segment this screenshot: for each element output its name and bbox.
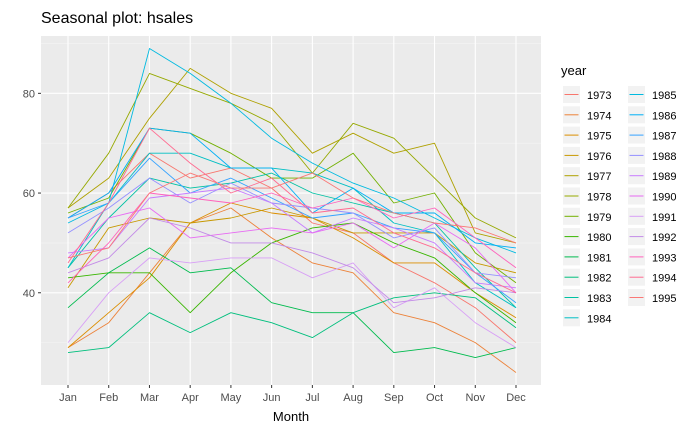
legend-item-1988: 1988 xyxy=(628,146,676,164)
series-line-1990 xyxy=(67,207,517,294)
y-tick-label: 80 xyxy=(23,88,35,100)
legend-item-1982: 1982 xyxy=(563,268,611,286)
legend-label: 1992 xyxy=(652,232,676,244)
legend-item-1976: 1976 xyxy=(563,146,611,164)
chart-title: Seasonal plot: hsales xyxy=(41,10,193,27)
x-tick-label: Nov xyxy=(465,392,485,404)
y-tick-label: 60 xyxy=(23,188,35,200)
series-line-1975 xyxy=(67,202,517,348)
series-line-1987 xyxy=(67,157,517,304)
series-line-1983 xyxy=(67,172,517,309)
legend: 1973 1974 1975 1976 1977 1978 1979 1980 1981 1982… xyxy=(563,86,676,327)
x-axis-title: Month xyxy=(273,409,309,424)
x-axis: Jan Feb Mar Apr May Jun Jul Aug Sep Oct Nov Dec xyxy=(59,385,526,404)
x-tick-label: Oct xyxy=(426,392,443,404)
legend-item-1978: 1978 xyxy=(563,187,611,205)
legend-item-1989: 1989 xyxy=(628,167,676,185)
series-line-1981 xyxy=(67,247,517,359)
legend-item-1974: 1974 xyxy=(563,106,611,124)
legend-item-1985: 1985 xyxy=(628,86,676,103)
legend-label: 1990 xyxy=(652,192,676,204)
legend-item-1994: 1994 xyxy=(628,268,676,286)
series-line-1976 xyxy=(67,207,517,289)
x-tick-label: Jan xyxy=(59,392,77,404)
series-line-1986 xyxy=(67,127,517,249)
legend-label: 1986 xyxy=(652,110,676,122)
legend-item-1973: 1973 xyxy=(563,86,611,103)
series-line-1991 xyxy=(67,257,517,348)
legend-label: 1991 xyxy=(652,212,676,224)
legend-item-1979: 1979 xyxy=(563,207,611,225)
x-tick-label: Jul xyxy=(305,392,319,404)
x-tick-label: Jun xyxy=(263,392,281,404)
series-line-1988 xyxy=(67,177,517,279)
x-tick-label: Feb xyxy=(99,392,118,404)
series-line-1977 xyxy=(67,67,517,244)
legend-item-1977: 1977 xyxy=(563,167,611,185)
legend-label: 1993 xyxy=(652,252,676,264)
legend-label: 1976 xyxy=(587,151,611,163)
x-tick-label: Dec xyxy=(506,392,526,404)
legend-label: 1980 xyxy=(587,232,611,244)
legend-item-1992: 1992 xyxy=(628,228,676,246)
legend-item-1984: 1984 xyxy=(563,309,611,327)
legend-item-1975: 1975 xyxy=(563,126,611,144)
series-line-1993 xyxy=(67,192,517,284)
y-axis: 40 60 80 xyxy=(23,88,41,300)
series-line-1994 xyxy=(67,127,517,294)
legend-title: year xyxy=(561,63,587,78)
x-tick-label: Apr xyxy=(182,392,199,404)
legend-item-1983: 1983 xyxy=(563,289,611,306)
legend-label: 1975 xyxy=(587,131,611,143)
legend-item-1991: 1991 xyxy=(628,207,676,225)
x-tick-label: Sep xyxy=(384,392,404,404)
plot-panel xyxy=(41,36,541,385)
legend-item-1981: 1981 xyxy=(563,248,611,266)
series-line-1989 xyxy=(67,187,517,289)
legend-item-1986: 1986 xyxy=(628,106,676,124)
legend-label: 1989 xyxy=(652,171,676,183)
legend-item-1980: 1980 xyxy=(563,228,611,246)
legend-label: 1994 xyxy=(652,273,676,285)
series-line-1978 xyxy=(67,72,517,239)
legend-item-1987: 1987 xyxy=(628,126,676,144)
series-line-1980 xyxy=(67,222,517,324)
legend-label: 1995 xyxy=(652,293,676,305)
legend-label: 1985 xyxy=(652,90,676,102)
legend-label: 1982 xyxy=(587,273,611,285)
legend-label: 1977 xyxy=(587,171,611,183)
series-line-1984 xyxy=(67,152,517,309)
legend-label: 1988 xyxy=(652,151,676,163)
legend-label: 1983 xyxy=(587,293,611,305)
series-lines xyxy=(67,48,517,373)
y-tick-label: 40 xyxy=(23,288,35,300)
legend-item-1990: 1990 xyxy=(628,187,676,205)
legend-label: 1974 xyxy=(587,110,611,122)
legend-label: 1978 xyxy=(587,192,611,204)
legend-label: 1984 xyxy=(587,313,611,325)
legend-label: 1973 xyxy=(587,90,611,102)
legend-item-1995: 1995 xyxy=(628,289,676,306)
legend-label: 1979 xyxy=(587,212,611,224)
x-tick-label: Mar xyxy=(140,392,159,404)
x-tick-label: Aug xyxy=(343,392,363,404)
legend-label: 1987 xyxy=(652,131,676,143)
x-tick-label: May xyxy=(221,392,242,404)
legend-item-1993: 1993 xyxy=(628,248,676,266)
legend-label: 1981 xyxy=(587,252,611,264)
series-line-1992 xyxy=(67,217,517,304)
series-line-1995 xyxy=(67,172,517,259)
series-line-1974 xyxy=(67,207,517,373)
series-line-1985 xyxy=(67,48,517,254)
